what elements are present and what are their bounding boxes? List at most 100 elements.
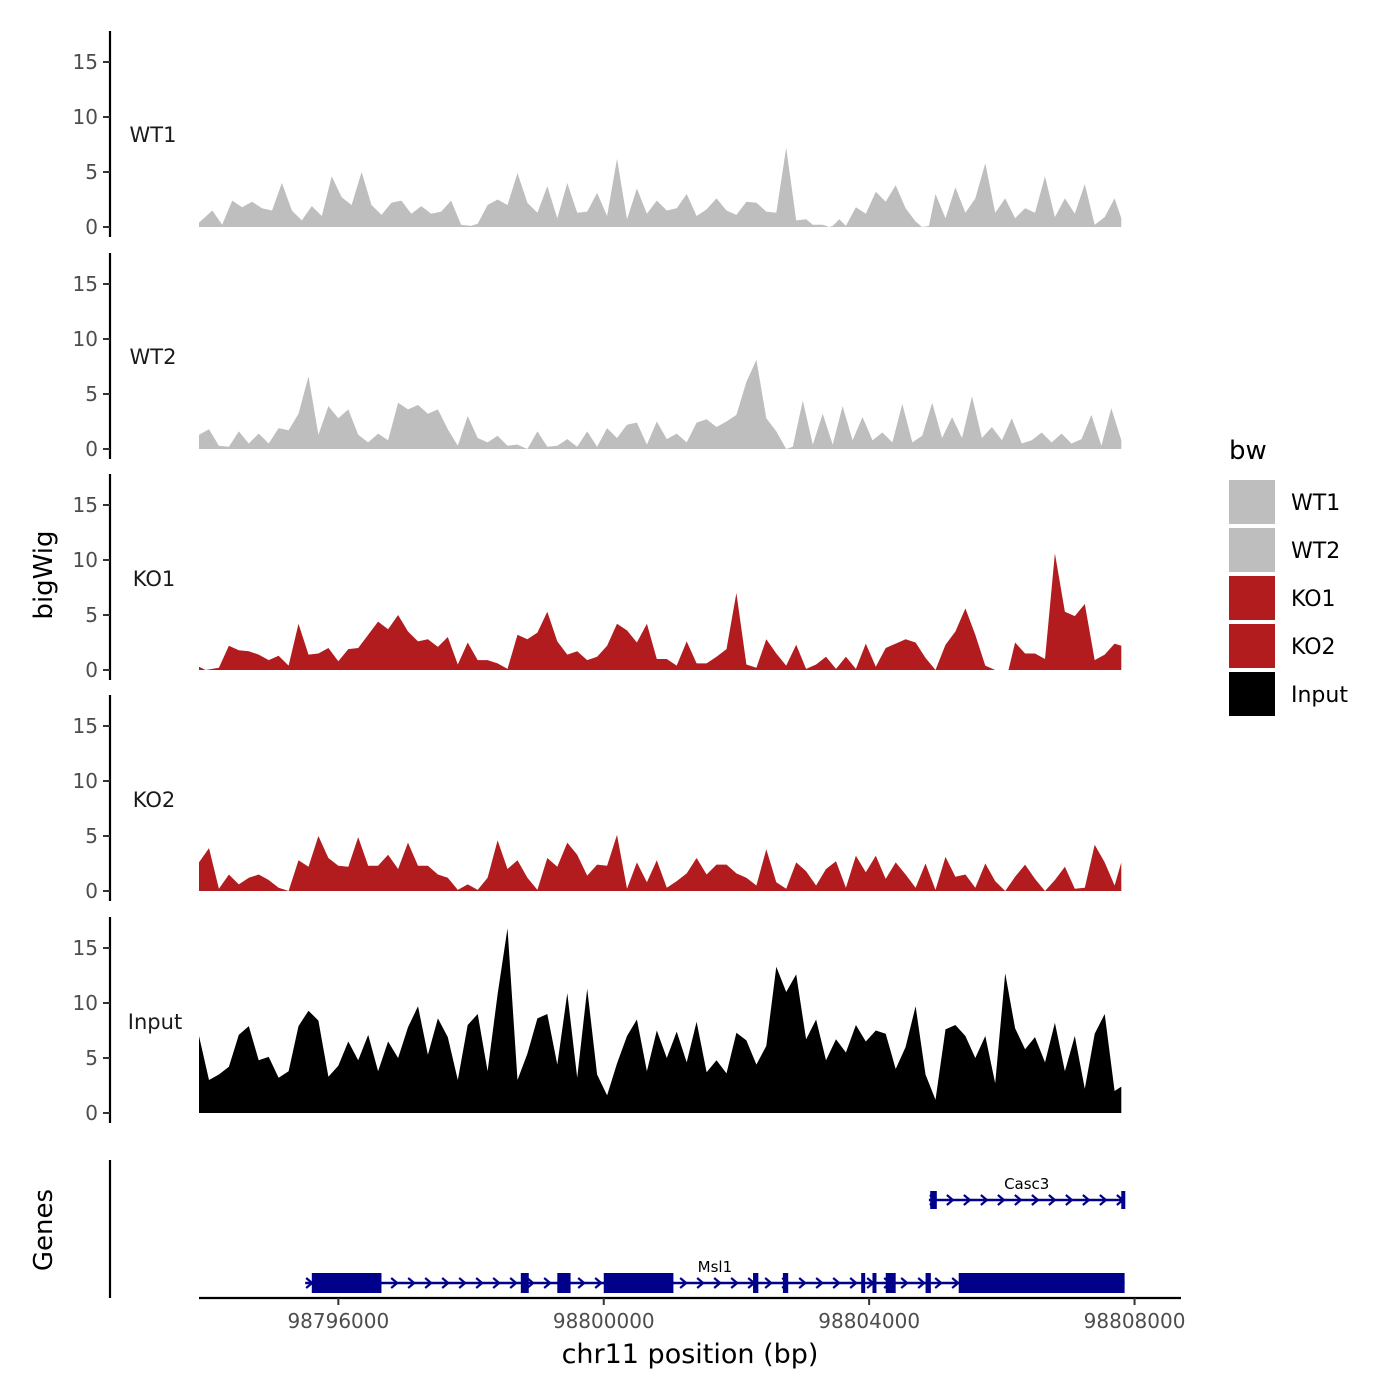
gene-label: Casc3	[1004, 1175, 1049, 1193]
legend-label-ko1: KO1	[1291, 587, 1336, 612]
strand-arrow	[764, 1277, 773, 1289]
genes-axis-title: Genes	[29, 1189, 59, 1271]
gene-exon	[782, 1273, 789, 1293]
legend-label-ko2: KO2	[1291, 635, 1336, 660]
track-label-input: Input	[128, 1010, 182, 1034]
y-tick-label: 0	[85, 658, 98, 682]
gene-label: Msl1	[698, 1258, 732, 1276]
strand-arrow	[934, 1277, 943, 1289]
strand-arrow	[798, 1277, 807, 1289]
legend-label-wt1: WT1	[1291, 491, 1340, 516]
y-tick-label: 0	[85, 437, 98, 461]
strand-arrow	[1048, 1194, 1057, 1206]
y-tick-label: 5	[85, 603, 98, 627]
strand-arrow	[946, 1194, 955, 1206]
legend-swatch-ko1	[1229, 576, 1275, 620]
legend-title: bw	[1229, 436, 1267, 466]
gene-exon	[872, 1273, 877, 1293]
signal-tracks: 0 5 10 15 0 5 10 15 0 5 10 15 0 5 10 15 0 5 10 15	[73, 31, 1122, 1125]
gene-casc3: Casc3	[928, 1175, 1126, 1209]
track-label-wt1: WT1	[130, 123, 177, 147]
legend-swatch-input	[1229, 672, 1275, 716]
strand-arrow	[713, 1277, 722, 1289]
x-tick-label: 98800000	[553, 1309, 655, 1333]
gene-exon	[603, 1273, 674, 1293]
y-tick-label: 0	[85, 1101, 98, 1125]
gene-msl1: Msl1	[305, 1258, 1125, 1293]
y-tick-label: 10	[73, 548, 98, 572]
gene-exon	[925, 1273, 931, 1293]
track-labels: WT1 WT2 KO1 KO2 Input	[128, 123, 182, 1034]
strand-arrow	[951, 1277, 960, 1289]
signal-area-ko1	[199, 553, 1122, 670]
strand-arrow	[458, 1277, 467, 1289]
strand-arrow	[594, 1277, 603, 1289]
y-tick-label: 5	[85, 160, 98, 184]
legend-label-wt2: WT2	[1291, 539, 1340, 564]
x-tick-label: 98796000	[287, 1309, 389, 1333]
x-tick-label: 98808000	[1084, 1309, 1186, 1333]
y-tick-label: 15	[73, 493, 98, 517]
legend: bw WT1 WT2 KO1 KO2 Input	[1229, 436, 1348, 716]
y-tick-label: 0	[85, 879, 98, 903]
signal-area-wt2	[199, 359, 1122, 449]
strand-arrow	[963, 1194, 972, 1206]
legend-swatch-wt1	[1229, 480, 1275, 524]
track-wt2: 0 5 10 15	[73, 253, 1122, 461]
strand-arrow	[441, 1277, 450, 1289]
legend-swatch-wt2	[1229, 528, 1275, 572]
legend-label-input: Input	[1291, 683, 1348, 708]
strand-arrow	[832, 1277, 841, 1289]
strand-arrow	[1065, 1194, 1074, 1206]
y-tick-label: 15	[73, 50, 98, 74]
strand-arrow	[390, 1277, 399, 1289]
strand-arrow	[1099, 1194, 1108, 1206]
gene-exon	[885, 1273, 896, 1293]
strand-arrow	[997, 1194, 1006, 1206]
gene-exon	[958, 1273, 1125, 1293]
gene-exon	[1121, 1191, 1126, 1209]
y-tick-label: 15	[73, 272, 98, 296]
gene-exon	[520, 1273, 529, 1293]
strand-arrow	[1082, 1194, 1091, 1206]
y-tick-label: 15	[73, 936, 98, 960]
legend-swatch-ko2	[1229, 624, 1275, 668]
gene-exon	[861, 1273, 866, 1293]
x-tick-label: 98804000	[818, 1309, 920, 1333]
track-ko1: 0 5 10 15	[73, 474, 1122, 682]
signal-area-wt1	[199, 147, 1122, 227]
track-wt1: 0 5 10 15	[73, 31, 1122, 239]
x-axis-title: chr11 position (bp)	[562, 1339, 819, 1370]
strand-arrow	[696, 1277, 705, 1289]
y-tick-label: 10	[73, 769, 98, 793]
gene-annotation-track: Casc3 Msl1	[108, 1160, 1126, 1298]
y-tick-label: 0	[85, 215, 98, 239]
strand-arrow	[509, 1277, 518, 1289]
strand-arrow	[577, 1277, 586, 1289]
strand-arrow	[900, 1277, 909, 1289]
strand-arrow	[492, 1277, 501, 1289]
track-label-ko1: KO1	[133, 567, 176, 591]
y-tick-label: 10	[73, 327, 98, 351]
y-axis-title: bigWig	[29, 530, 59, 619]
strand-arrow	[815, 1277, 824, 1289]
track-input: 0 5 10 15	[73, 917, 1122, 1125]
track-label-ko2: KO2	[133, 788, 176, 812]
signal-area-ko2	[199, 834, 1122, 891]
track-ko2: 0 5 10 15	[73, 695, 1122, 903]
gene-exon	[557, 1273, 571, 1293]
gene-exon	[311, 1273, 382, 1293]
strand-arrow	[1014, 1194, 1023, 1206]
strand-arrow	[475, 1277, 484, 1289]
y-tick-label: 5	[85, 824, 98, 848]
strand-arrow	[407, 1277, 416, 1289]
strand-arrow	[917, 1277, 926, 1289]
strand-arrow	[526, 1277, 535, 1289]
strand-arrow	[424, 1277, 433, 1289]
gene-exon	[930, 1191, 937, 1209]
y-tick-label: 10	[73, 105, 98, 129]
strand-arrow	[679, 1277, 688, 1289]
y-tick-label: 5	[85, 382, 98, 406]
x-axis: 98796000 98800000 98804000 98808000	[199, 1296, 1186, 1333]
